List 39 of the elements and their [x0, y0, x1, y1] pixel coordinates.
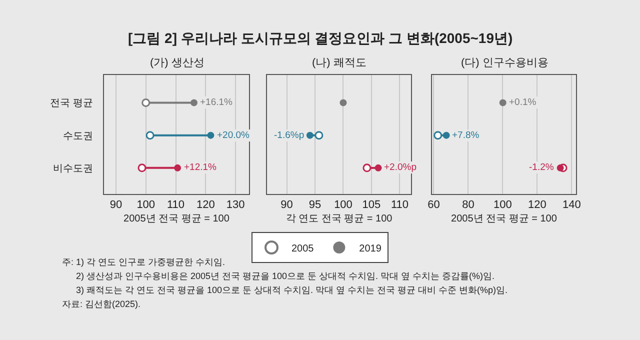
text: 주: 1) 각 연도 인구로 가중평균한 수치임.	[62, 257, 226, 267]
annotation: +7.8%	[452, 130, 480, 141]
x-tick-label: 80	[462, 199, 474, 212]
x-tick-label: 110	[166, 199, 185, 212]
x-tick-label: 120	[528, 199, 546, 212]
annotation: +20.0%	[217, 130, 250, 141]
x-tick-label: 105	[362, 199, 381, 212]
y-tick-label: 전국 평균	[50, 98, 93, 110]
text: 3) 쾌적도는 각 연도 전국 평균을 100으로 둔 상대적 수치임. 막대 옆 수치는 전국 평균 대비 수준 변화(%p)임.	[76, 285, 508, 295]
x-tick-label: 95	[308, 199, 322, 212]
x-tick-label: 130	[226, 199, 245, 212]
annotation: +2.0%p	[384, 162, 416, 173]
x-tick-label: 60	[428, 199, 440, 212]
x-tick-label: 100	[136, 199, 156, 212]
x-axis-title: 2005년 전국 평균 = 100	[124, 214, 230, 225]
legend-label: 2005	[292, 243, 314, 254]
annotation: +0.1%	[509, 97, 537, 108]
chart-title: (가) 생산성	[150, 57, 204, 69]
x-tick-label: 100	[334, 199, 352, 212]
x-tick-label: 90	[110, 199, 122, 212]
x-axis-title: 각 연도 전국 평균 = 100	[286, 214, 393, 225]
text: 자료: 김선함(2025).	[62, 299, 141, 309]
annotation: -1.2%	[529, 162, 554, 173]
legend-label: 2019	[359, 243, 382, 254]
x-tick-label: 120	[196, 199, 215, 212]
annotation: +12.1%	[184, 162, 218, 173]
chart-title: (다) 인구수용비용	[461, 57, 548, 69]
text: 2) 생산성과 인구수용비용은 2005년 전국 평균을 100으로 둔 상대적 수치임. 막대 옆 수치는 증감률(%)임.	[76, 271, 495, 281]
annotation: -1.6%p	[274, 130, 304, 141]
x-tick-label: 90	[280, 199, 293, 212]
x-axis-title: 2005년 전국 평균 = 100	[451, 214, 558, 225]
y-tick-label: 수도권	[63, 130, 93, 142]
x-tick-label: 100	[494, 199, 512, 212]
x-tick-label: 140	[562, 199, 581, 212]
chart-title: (나) 쾌적도	[312, 57, 366, 69]
y-tick-label: 비수도권	[53, 163, 93, 174]
x-tick-label: 110	[390, 199, 408, 212]
text: [그림 2] 우리나라 도시규모의 결정요인과 그 변화(2005~19년)	[128, 30, 513, 46]
annotation: +16.1%	[200, 97, 234, 108]
